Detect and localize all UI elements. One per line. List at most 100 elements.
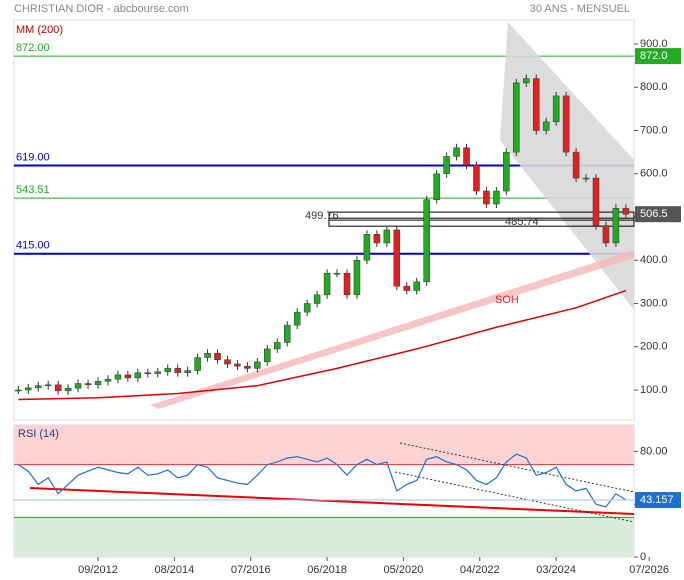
candle-body — [513, 82, 520, 153]
candle-body — [34, 385, 42, 389]
rsi-y-tick-label: 80.00 — [640, 445, 668, 457]
candle-body — [74, 383, 82, 389]
candle-body — [323, 272, 331, 296]
candle-body — [104, 378, 112, 382]
last-tag: 506.5 — [640, 208, 668, 220]
level-tag-bg — [635, 48, 681, 65]
candle-body — [373, 234, 381, 244]
x-tick-label: 09/2012 — [78, 564, 118, 576]
box-label: 499.76 — [305, 210, 339, 222]
candle-body — [393, 229, 401, 287]
level-label: 543.51 — [16, 184, 50, 196]
candle-body — [413, 281, 420, 291]
candle-body — [174, 368, 181, 373]
candle-body — [54, 384, 62, 392]
candle-body — [592, 177, 600, 226]
candle-body — [602, 225, 610, 244]
candle-body — [453, 147, 460, 157]
candle-body — [134, 372, 142, 379]
candle-body — [184, 370, 191, 373]
y-tick-label: 800.0 — [640, 81, 668, 93]
candle-body — [473, 164, 480, 192]
candle-body — [164, 368, 171, 373]
candle-body — [293, 311, 301, 326]
title: CHRISTIAN DIOR - abcbourse.com — [14, 3, 189, 15]
x-tick-label: 05/2020 — [384, 564, 424, 576]
annotation: SOH — [495, 294, 519, 306]
candle-body — [383, 229, 391, 244]
candle-body — [443, 156, 450, 174]
candle-body — [244, 365, 251, 369]
candle-body — [234, 363, 241, 367]
candle-body — [274, 342, 281, 350]
x-tick-label: 06/2018 — [307, 564, 347, 576]
candle-body — [303, 303, 311, 313]
level-label: 872.00 — [16, 42, 50, 54]
rsi-channel-bottom — [394, 471, 635, 523]
candle-body — [144, 372, 152, 374]
rsi-tag-bg — [635, 492, 681, 509]
level-tag: 872.0 — [640, 50, 668, 62]
x-tick-label: 07/2026 — [629, 564, 669, 576]
candle-body — [25, 387, 32, 391]
subtitle: 30 ANS - MENSUEL — [530, 3, 630, 15]
box-level — [328, 217, 635, 227]
candle-body — [423, 199, 430, 283]
candle-body — [84, 383, 92, 386]
candle-body — [124, 374, 132, 379]
candle-body — [622, 208, 630, 215]
candle-body — [552, 95, 560, 123]
y-tick-label: 100.0 — [640, 384, 668, 396]
candle-body — [313, 294, 321, 304]
ma-legend: MM (200) — [16, 24, 63, 36]
y-tick-label: 400.0 — [640, 254, 668, 266]
candle-body — [532, 78, 540, 131]
box-level — [328, 211, 635, 221]
x-tick-label: 07/2016 — [231, 564, 271, 576]
candle-body — [283, 324, 291, 343]
x-tick-label: 04/2022 — [460, 564, 500, 576]
candle-body — [264, 348, 271, 363]
candle-body — [94, 381, 102, 386]
y-tick-label: 300.0 — [640, 297, 668, 309]
candle-body — [483, 190, 490, 205]
rsi-line — [17, 453, 627, 508]
candle-body — [572, 151, 580, 179]
candle-body — [333, 272, 341, 275]
rsi-y-tick-label: 0 — [640, 551, 646, 563]
candle-body — [204, 352, 211, 358]
candle-body — [194, 357, 201, 371]
level-label: 415.00 — [16, 240, 50, 252]
rsi-zone — [14, 517, 634, 557]
candle-body — [114, 374, 122, 380]
y-tick-label: 600.0 — [640, 168, 668, 180]
candle-body — [214, 352, 221, 360]
candle-body — [582, 177, 590, 180]
level-label: 619.00 — [16, 151, 50, 163]
candle-body — [612, 208, 620, 244]
box-label: 485.74 — [505, 216, 539, 228]
candle-body — [15, 389, 22, 392]
y-tick-label: 700.0 — [640, 124, 668, 136]
candle-body — [463, 147, 470, 166]
candle-body — [433, 173, 440, 200]
rsi-trend — [29, 487, 635, 515]
x-tick-label: 08/2014 — [154, 564, 194, 576]
candle-body — [363, 234, 371, 261]
candle-body — [64, 388, 72, 392]
candle-body — [562, 95, 570, 153]
support-band — [150, 250, 634, 409]
rsi-tag: 43.157 — [640, 494, 674, 506]
x-tick-label: 03/2024 — [536, 564, 576, 576]
ma-line — [18, 289, 627, 401]
candle-body — [542, 121, 550, 131]
y-tick-label: 200.0 — [640, 341, 668, 353]
candle-body — [523, 78, 530, 84]
rsi-legend: RSI (14) — [18, 428, 59, 440]
y-tick-label: 900.0 — [640, 38, 668, 50]
candle-body — [224, 359, 231, 365]
candle-body — [503, 151, 510, 192]
last-tag-bg — [635, 206, 681, 223]
